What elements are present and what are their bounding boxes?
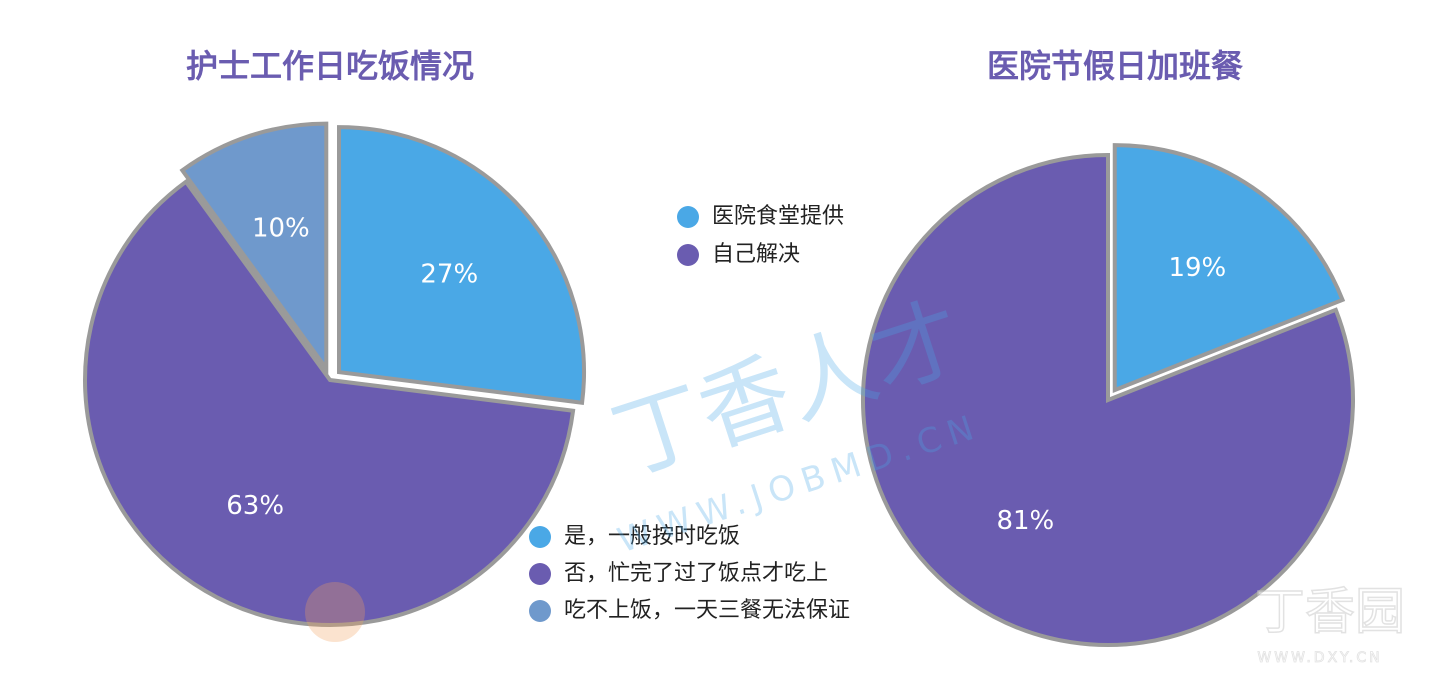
legend-marker [529,600,551,622]
legend-label: 吃不上饭，一天三餐无法保证 [564,598,850,623]
legend-label: 是，一般按时吃饭 [564,524,740,549]
pie-slice [861,152,1356,647]
legend-label: 否，忙完了过了饭点才吃上 [564,561,828,586]
legend-label: 自己解决 [712,242,800,267]
pie-slice [337,125,586,406]
legend-marker [529,526,551,548]
charts: 护士工作日吃饭情况 27% 63% 10% 是，一般按时吃饭否，忙完了过了饭点才吃上吃不… [83,47,1356,647]
chart-title: 护士工作日吃饭情况 [186,47,474,85]
legend-marker [677,244,699,266]
legend-label: 医院食堂提供 [712,204,844,229]
logo: 丁香园 WWW.DXY.CN [1254,582,1406,667]
pie-slice [1112,143,1346,394]
slice-label: 10% [252,213,310,243]
slice-label: 81% [996,506,1054,536]
slice-label: 19% [1168,253,1226,283]
legend-marker [677,206,699,228]
watermark-dot [305,582,365,642]
pie-slice [83,178,576,627]
chart-title: 医院节假日加班餐 [987,47,1244,85]
slice-label: 63% [226,491,284,521]
pie-slice [179,121,329,375]
legend-marker [529,563,551,585]
logo-text: 丁香园 [1255,583,1405,641]
slice-label: 27% [420,259,478,289]
logo-url: WWW.DXY.CN [1257,650,1382,666]
